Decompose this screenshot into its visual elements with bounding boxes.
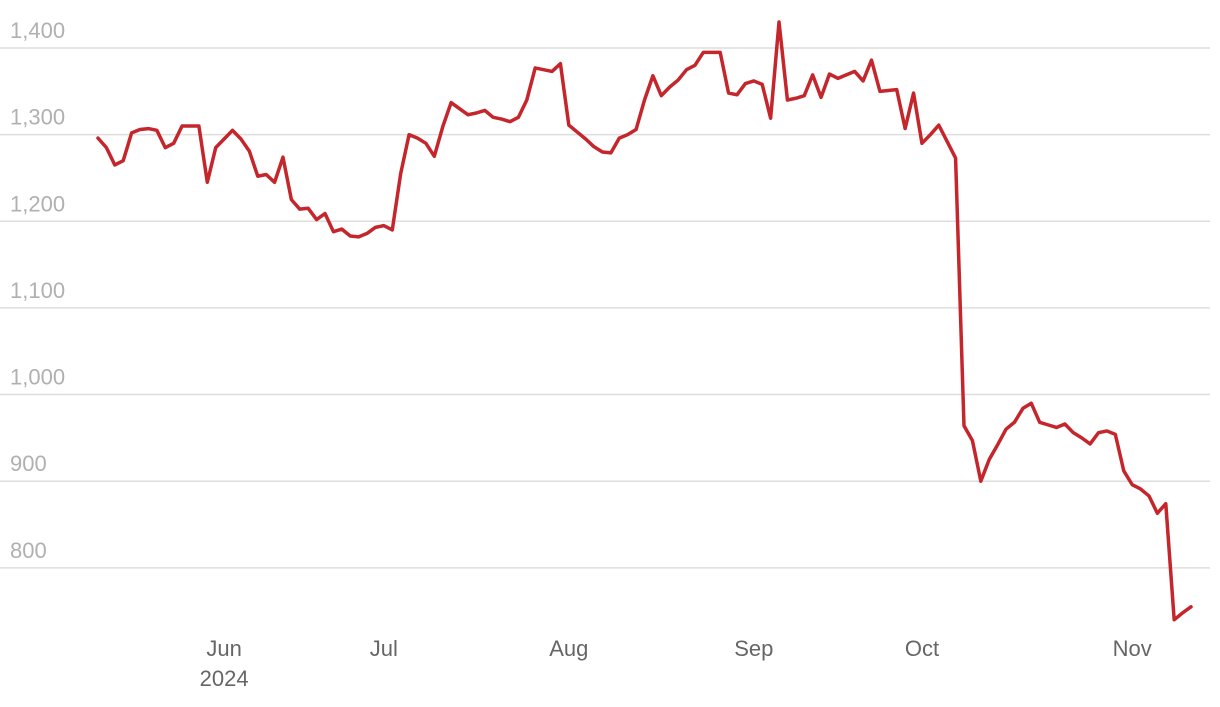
y-tick-label: 1,400 — [10, 18, 65, 43]
price-line — [96, 20, 1193, 622]
y-tick-label: 1,000 — [10, 365, 65, 390]
x-tick-label: Sep — [734, 636, 773, 661]
x-tick-label: Nov — [1113, 636, 1152, 661]
y-tick-label: 1,300 — [10, 105, 65, 130]
x-tick-label: Aug — [549, 636, 588, 661]
y-tick-label: 1,200 — [10, 191, 65, 216]
x-year-label: 2024 — [200, 666, 249, 691]
y-tick-label: 900 — [10, 451, 47, 476]
x-tick-label: Jul — [370, 636, 398, 661]
y-tick-label: 1,100 — [10, 278, 65, 303]
x-tick-label: Jun — [206, 636, 241, 661]
x-tick-label: Oct — [905, 636, 939, 661]
y-tick-label: 800 — [10, 538, 47, 563]
